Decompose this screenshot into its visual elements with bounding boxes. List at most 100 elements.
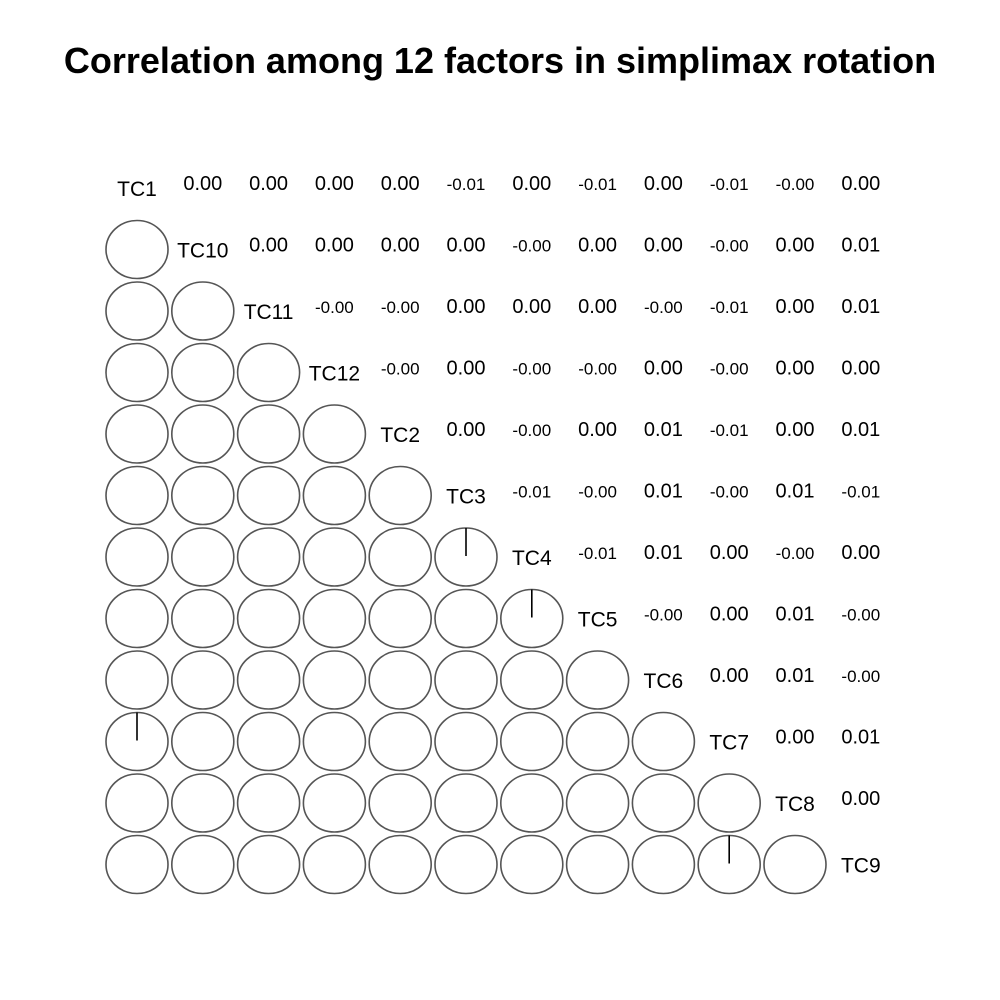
cell-TC11-TC1 [105, 281, 169, 341]
cell-TC9-TC11 [236, 834, 301, 895]
variable-label-tc11: TC11 [244, 301, 294, 324]
cell-TC5-TC12 [302, 588, 367, 649]
value-label-TC1-TC6: 0.00 [644, 173, 683, 195]
value-label-TC6-TC8: 0.01 [776, 665, 815, 687]
cell-TC7-TC2 [368, 711, 433, 772]
value-label-TC10-TC11: 0.00 [249, 235, 288, 257]
value-label-TC12-TC8: 0.00 [776, 358, 815, 380]
cell-TC6-TC10 [171, 650, 235, 710]
value-label-TC11-TC3: 0.00 [447, 296, 486, 318]
cell-TC6-TC4 [499, 650, 564, 710]
cell-TC5-TC10 [171, 588, 235, 649]
value-label-TC5-TC7: 0.00 [710, 604, 749, 626]
variable-label-tc1: TC1 [117, 178, 157, 201]
cell-TC9-TC1 [105, 834, 169, 895]
value-label-TC6-TC9: -0.00 [841, 667, 880, 686]
value-label-TC2-TC9: 0.01 [841, 419, 880, 441]
cell-TC9-TC8 [763, 834, 827, 895]
cell-TC2-TC1 [105, 404, 169, 464]
cell-TC7-TC5 [565, 711, 630, 772]
cell-TC8-TC2 [368, 773, 433, 833]
value-label-TC6-TC7: 0.00 [710, 665, 749, 687]
value-label-TC1-TC8: -0.00 [776, 175, 815, 194]
value-label-TC11-TC8: 0.00 [776, 296, 815, 318]
cell-TC6-TC12 [302, 650, 367, 710]
cell-TC4-TC11 [236, 527, 301, 587]
cell-TC8-TC11 [236, 773, 301, 833]
value-label-TC12-TC7: -0.00 [710, 360, 749, 379]
value-label-TC1-TC7: -0.01 [710, 175, 749, 194]
value-label-TC3-TC8: 0.01 [776, 481, 815, 503]
value-label-TC10-TC4: -0.00 [512, 237, 551, 256]
variable-labels: TC1 TC10 TC11 TC12 TC2 TC3 TC4 TC5 TC6 TC7 TC8 TC9 [117, 178, 880, 878]
cell-TC9-TC2 [368, 834, 433, 895]
value-label-TC12-TC2: -0.00 [381, 360, 420, 379]
value-label-TC2-TC8: 0.00 [776, 419, 815, 441]
value-label-TC10-TC12: 0.00 [315, 235, 354, 257]
cell-TC12-TC10 [171, 342, 235, 403]
cell-TC5-TC1 [105, 588, 169, 649]
value-label-TC1-TC12: 0.00 [315, 173, 354, 195]
value-label-TC3-TC5: -0.00 [578, 483, 617, 502]
value-label-TC11-TC5: 0.00 [578, 296, 617, 318]
cell-TC6-TC3 [434, 650, 498, 710]
cell-TC3-TC1 [105, 465, 169, 526]
cell-TC8-TC1 [105, 773, 169, 833]
cell-TC4-TC12 [302, 527, 367, 587]
cell-TC7-TC4 [499, 711, 564, 772]
value-label-TC3-TC6: 0.01 [644, 481, 683, 503]
cell-TC7-TC12 [302, 711, 367, 772]
value-label-TC1-TC9: 0.00 [841, 173, 880, 195]
cell-TC12-TC1 [105, 342, 169, 403]
variable-label-tc9: TC9 [841, 855, 881, 878]
cell-TC11-TC10 [171, 281, 235, 341]
value-label-TC12-TC9: 0.00 [841, 358, 880, 380]
value-label-TC1-TC11: 0.00 [249, 173, 288, 195]
value-label-TC1-TC4: 0.00 [512, 173, 551, 195]
correlation-cells [105, 219, 827, 895]
cell-TC3-TC11 [236, 465, 301, 526]
value-label-TC7-TC9: 0.01 [841, 727, 880, 749]
value-label-TC11-TC6: -0.00 [644, 298, 683, 317]
value-label-TC11-TC2: -0.00 [381, 298, 420, 317]
cell-TC2-TC11 [236, 404, 301, 464]
value-label-TC2-TC7: -0.01 [710, 421, 749, 440]
value-label-TC3-TC9: -0.01 [841, 483, 880, 502]
cell-TC9-TC12 [302, 834, 367, 895]
value-label-TC10-TC5: 0.00 [578, 235, 617, 257]
cell-TC7-TC11 [236, 711, 301, 772]
value-label-TC5-TC8: 0.01 [776, 604, 815, 626]
value-label-TC1-TC10: 0.00 [183, 173, 222, 195]
variable-label-tc3: TC3 [446, 486, 486, 509]
value-label-TC12-TC6: 0.00 [644, 358, 683, 380]
cell-TC8-TC6 [631, 773, 696, 833]
cell-TC8-TC3 [434, 773, 498, 833]
cell-TC2-TC12 [302, 404, 367, 464]
value-label-TC2-TC5: 0.00 [578, 419, 617, 441]
cell-TC9-TC6 [631, 834, 696, 895]
cell-TC3-TC2 [368, 465, 433, 526]
cell-TC6-TC2 [368, 650, 433, 710]
value-label-TC10-TC3: 0.00 [447, 235, 486, 257]
value-label-TC4-TC7: 0.00 [710, 542, 749, 564]
chart-title: Correlation among 12 factors in simplima… [64, 40, 936, 81]
cell-TC8-TC10 [171, 773, 235, 833]
cell-TC9-TC4 [499, 834, 564, 895]
variable-label-tc4: TC4 [512, 547, 552, 570]
value-label-TC11-TC12: -0.00 [315, 298, 354, 317]
value-label-TC3-TC4: -0.01 [512, 483, 551, 502]
cell-TC7-TC6 [631, 711, 696, 772]
value-label-TC1-TC5: -0.01 [578, 175, 617, 194]
value-label-TC1-TC3: -0.01 [447, 175, 486, 194]
cell-TC5-TC11 [236, 588, 301, 649]
variable-label-tc10: TC10 [177, 240, 228, 263]
cell-TC8-TC4 [499, 773, 564, 833]
cell-TC12-TC11 [236, 342, 301, 403]
cell-TC8-TC12 [302, 773, 367, 833]
value-label-TC12-TC5: -0.00 [578, 360, 617, 379]
value-label-TC2-TC4: -0.00 [512, 421, 551, 440]
correlation-values: 0.00 0.00 0.00 0.00 -0.01 0.00 -0.01 0.00 -0.01 -… [183, 173, 880, 810]
value-label-TC12-TC4: -0.00 [512, 360, 551, 379]
cell-TC9-TC10 [171, 834, 235, 895]
